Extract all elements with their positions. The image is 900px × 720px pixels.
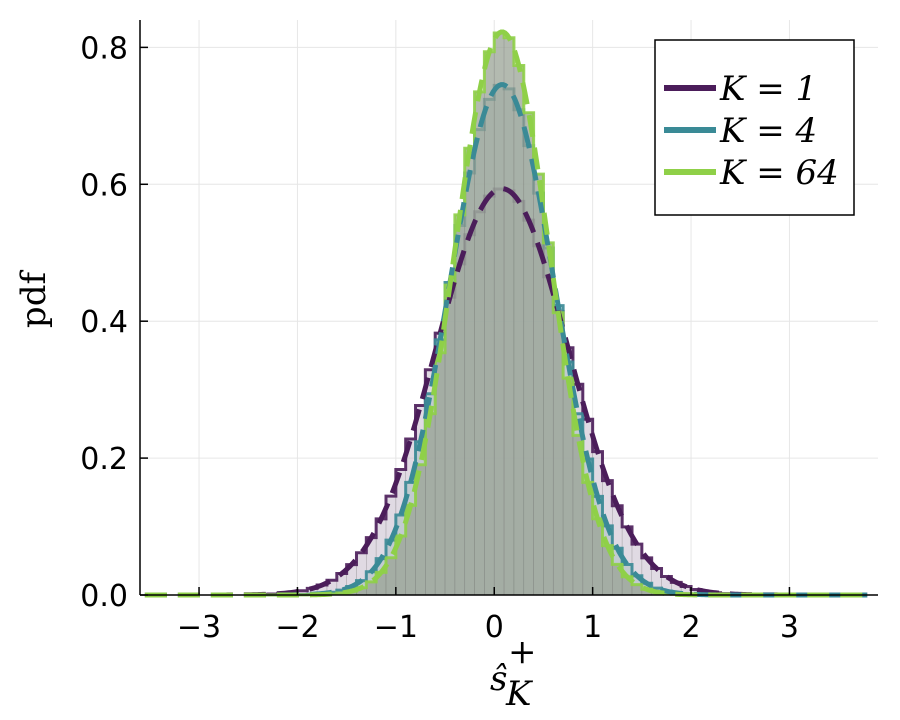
y-tick-label: 0.0	[80, 579, 128, 614]
y-tick-label: 0.8	[80, 31, 128, 66]
x-tick-labels: −3 −2 −1 0 1 2 3	[177, 610, 799, 645]
x-tick-label: 2	[681, 610, 700, 645]
x-tick-label: 1	[583, 610, 602, 645]
x-tick-label: 0	[485, 610, 504, 645]
y-axis-title: pdf	[14, 270, 54, 329]
histogram-bar	[513, 65, 525, 596]
x-axis-title-main: ŝ	[490, 659, 507, 699]
y-tick-label: 0.4	[80, 305, 128, 340]
legend: K = 1 K = 4 K = 64	[654, 39, 855, 216]
histogram-bar	[493, 32, 505, 596]
x-axis-title-subscript: K	[505, 674, 534, 714]
histogram-bar	[503, 37, 515, 596]
y-tick-label: 0.6	[80, 168, 128, 203]
y-tick-labels: 0.0 0.2 0.4 0.6 0.8	[80, 31, 128, 614]
legend-label-k64: K = 64	[719, 153, 839, 193]
x-tick-label: −1	[374, 610, 418, 645]
y-tick-label: 0.2	[80, 442, 128, 477]
histogram-bar	[484, 51, 495, 596]
x-tick-label: −3	[177, 610, 221, 645]
x-axis-title: ŝ + K	[490, 632, 537, 714]
histogram-bar	[523, 112, 534, 596]
histogram-bar	[474, 91, 485, 596]
legend-label-k1: K = 1	[719, 69, 817, 109]
legend-label-k4: K = 4	[719, 111, 817, 151]
x-tick-label: 3	[780, 610, 799, 645]
x-axis-title-superscript: +	[508, 632, 537, 672]
axes	[139, 20, 878, 596]
x-tick-label: −2	[275, 610, 319, 645]
